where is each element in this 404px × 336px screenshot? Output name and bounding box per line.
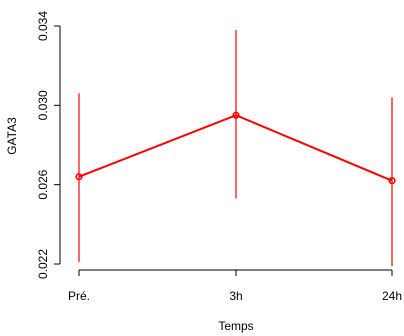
y-tick-label: 0.022 [36,249,50,279]
data-point [232,111,240,119]
y-tick-label: 0.026 [36,169,50,199]
data-point [75,173,83,181]
y-axis: 0.022 0.026 0.030 0.034 [36,11,61,279]
x-tick-label: Pré. [68,289,90,303]
y-tick-label: 0.030 [36,90,50,120]
x-axis: Pré. 3h 24h [68,269,402,303]
x-tick-label: 24h [382,289,402,303]
y-axis-title: GATA3 [5,117,19,155]
error-bars [78,29,393,266]
series [78,114,393,182]
data-point [388,177,396,185]
x-tick-label: 3h [229,289,242,303]
series-line [78,114,393,182]
x-axis-title: Temps [218,319,253,333]
data-points [75,111,396,185]
y-tick-label: 0.034 [36,11,50,41]
